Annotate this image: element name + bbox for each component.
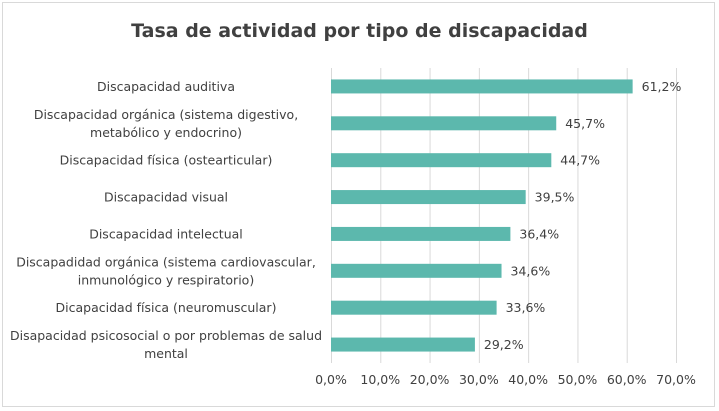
value-label-6: 33,6% [506, 300, 546, 315]
bar-4 [331, 226, 511, 241]
category-label-3: Discapacidad visual [104, 190, 228, 205]
category-label-line: Discapacidad visual [104, 190, 228, 205]
category-label-6: Dicapacidad física (neuromuscular) [56, 300, 277, 315]
x-tick-label-2: 20,0% [410, 372, 450, 387]
value-label-5: 34,6% [511, 263, 551, 278]
category-label-line: Discapacidad orgánica (sistema digestivo… [34, 107, 298, 122]
value-label-2: 44,7% [560, 153, 600, 168]
category-label-line: metabólico y endocrino) [90, 125, 242, 140]
value-label-4: 36,4% [519, 226, 559, 241]
category-label-1: Discapacidad orgánica (sistema digestivo… [34, 107, 298, 140]
x-tick-label-7: 70,0% [656, 372, 696, 387]
category-label-line: Discapadidad orgánica (sistema cardiovas… [16, 254, 316, 269]
chart-title: Tasa de actividad por tipo de discapacid… [131, 20, 588, 42]
category-label-line: Discapacidad auditiva [97, 79, 235, 94]
value-label-7: 29,2% [484, 337, 524, 352]
bar-7 [331, 337, 475, 352]
value-label-3: 39,5% [535, 190, 575, 205]
category-label-line: Discapacidad física (ostearticular) [60, 153, 273, 168]
category-label-line: Disapacidad psicosocial o por problemas … [10, 328, 322, 343]
category-label-line: mental [144, 346, 188, 361]
category-label-0: Discapacidad auditiva [97, 79, 235, 94]
category-label-4: Discapacidad intelectual [89, 226, 243, 241]
x-tick-label-6: 60,0% [607, 372, 647, 387]
x-tick-label-4: 40,0% [508, 372, 548, 387]
category-label-line: inmunológico y respiratorio) [78, 272, 254, 287]
bar-1 [331, 116, 557, 131]
bar-6 [331, 300, 497, 315]
category-label-line: Discapacidad intelectual [89, 226, 243, 241]
category-label-5: Discapadidad orgánica (sistema cardiovas… [16, 254, 316, 287]
value-label-1: 45,7% [565, 116, 605, 131]
category-label-2: Discapacidad física (ostearticular) [60, 153, 273, 168]
bar-2 [331, 153, 552, 168]
x-tick-label-1: 10,0% [360, 372, 400, 387]
x-tick-label-3: 30,0% [459, 372, 499, 387]
category-label-7: Disapacidad psicosocial o por problemas … [10, 328, 322, 361]
bar-5 [331, 263, 502, 278]
x-tick-label-0: 0,0% [315, 372, 347, 387]
x-tick-label-5: 50,0% [558, 372, 598, 387]
bar-3 [331, 190, 526, 205]
bar-0 [331, 79, 633, 94]
category-label-line: Dicapacidad física (neuromuscular) [56, 300, 277, 315]
value-label-0: 61,2% [642, 79, 682, 94]
